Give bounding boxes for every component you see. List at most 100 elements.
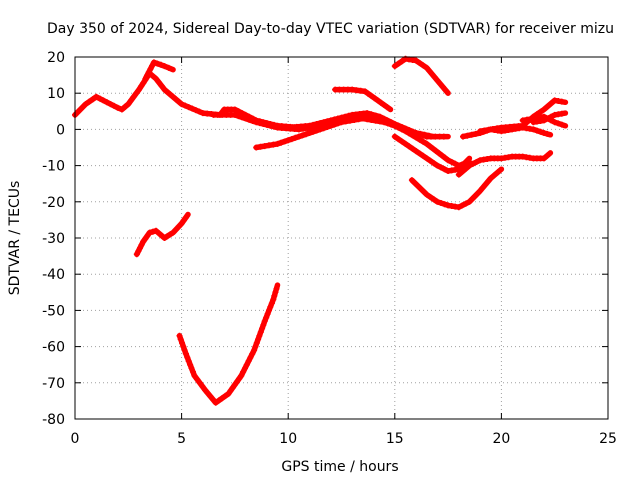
- data-point-marker: [544, 152, 551, 159]
- data-point-marker: [133, 251, 140, 258]
- data-point-marker: [425, 132, 432, 139]
- data-point-marker: [420, 152, 427, 159]
- data-point-marker: [149, 62, 156, 69]
- data-point-marker: [427, 157, 434, 164]
- data-point-marker: [222, 392, 229, 399]
- data-point-marker: [374, 97, 381, 104]
- data-point-marker: [155, 79, 162, 86]
- data-point-marker: [411, 180, 418, 186]
- data-point-marker: [460, 133, 466, 140]
- data-point-marker: [468, 131, 475, 138]
- data-point-marker: [430, 160, 437, 167]
- data-point-marker: [253, 119, 260, 126]
- data-point-marker: [327, 117, 334, 124]
- data-point-marker: [380, 115, 387, 122]
- data-point-marker: [175, 223, 182, 230]
- series-line: [134, 211, 191, 258]
- data-point-marker: [364, 110, 371, 117]
- data-point-marker: [334, 115, 341, 122]
- data-point-marker: [368, 92, 375, 99]
- data-point-marker: [537, 108, 544, 115]
- data-series: [72, 55, 569, 406]
- data-point-marker: [138, 241, 145, 248]
- data-point-marker: [306, 130, 313, 136]
- data-point-marker: [196, 379, 203, 386]
- y-tick-label: 20: [47, 50, 65, 66]
- data-point-marker: [246, 116, 253, 123]
- y-tick-label: -80: [42, 412, 65, 428]
- data-point-marker: [82, 101, 89, 108]
- y-tick-label: -60: [42, 340, 65, 356]
- data-point-marker: [310, 128, 317, 135]
- data-point-marker: [544, 103, 551, 110]
- data-point-marker: [462, 200, 469, 207]
- data-point-marker: [439, 83, 446, 90]
- data-point-marker: [455, 204, 462, 211]
- data-point-marker: [324, 118, 331, 125]
- data-point-marker: [551, 119, 558, 126]
- data-point-marker: [409, 145, 416, 152]
- series-s4: [176, 282, 281, 406]
- series-s9: [391, 55, 451, 96]
- data-point-marker: [417, 130, 424, 137]
- data-point-marker: [558, 98, 565, 105]
- data-point-marker: [388, 119, 395, 126]
- data-point-marker: [306, 122, 313, 129]
- data-point-marker: [464, 132, 471, 139]
- data-point-marker: [202, 387, 209, 393]
- data-point-marker: [176, 332, 183, 339]
- data-point-marker: [247, 354, 254, 361]
- data-point-marker: [342, 113, 349, 120]
- data-point-marker: [182, 214, 189, 221]
- data-point-marker: [93, 93, 100, 100]
- data-point-marker: [541, 155, 547, 162]
- data-point-marker: [261, 318, 268, 325]
- data-point-marker: [128, 97, 134, 104]
- data-point-marker: [299, 132, 306, 139]
- data-point-marker: [427, 194, 434, 200]
- data-point-marker: [413, 148, 420, 155]
- data-point-marker: [181, 347, 188, 354]
- data-point-marker: [440, 133, 447, 140]
- data-point-marker: [219, 395, 226, 402]
- data-point-marker: [409, 128, 416, 135]
- data-point-marker: [368, 111, 375, 118]
- data-point-marker: [274, 140, 281, 147]
- x-tick-label: 15: [386, 431, 404, 447]
- data-point-marker: [96, 95, 103, 102]
- data-point-marker: [413, 130, 420, 136]
- data-point-marker: [533, 127, 540, 134]
- data-point-marker: [239, 114, 245, 121]
- data-point-marker: [249, 118, 256, 124]
- data-point-marker: [253, 340, 260, 346]
- data-point-marker: [170, 229, 177, 236]
- data-point-marker: [144, 72, 151, 79]
- data-point-marker: [384, 104, 391, 111]
- data-point-marker: [133, 90, 140, 97]
- data-point-marker: [295, 133, 302, 140]
- y-tick-label: -40: [42, 267, 65, 283]
- data-point-marker: [256, 120, 263, 127]
- data-point-marker: [263, 314, 270, 321]
- data-point-marker: [249, 350, 256, 357]
- data-point-marker: [111, 102, 118, 109]
- data-point-marker: [154, 60, 161, 67]
- data-point-marker: [391, 121, 398, 127]
- series-s2: [142, 59, 176, 82]
- data-point-marker: [455, 171, 462, 178]
- x-tick-label: 5: [177, 431, 186, 447]
- data-point-marker: [130, 93, 137, 100]
- data-point-marker: [441, 201, 448, 208]
- y-tick-label: -10: [42, 159, 65, 175]
- data-point-marker: [271, 292, 278, 299]
- data-point-marker: [149, 73, 156, 79]
- data-point-marker: [251, 347, 258, 354]
- data-point-marker: [494, 169, 501, 176]
- data-point-marker: [416, 60, 423, 66]
- data-point-marker: [177, 336, 184, 343]
- data-point-marker: [263, 121, 270, 128]
- series-line: [392, 56, 451, 96]
- data-point-marker: [541, 113, 547, 120]
- series-s12: [455, 150, 554, 178]
- data-point-marker: [188, 365, 195, 372]
